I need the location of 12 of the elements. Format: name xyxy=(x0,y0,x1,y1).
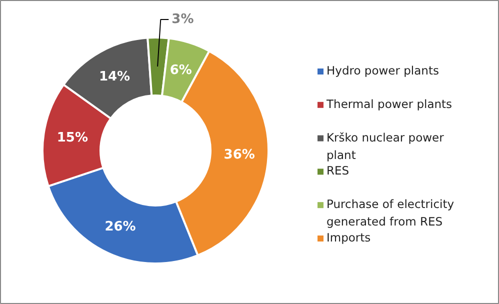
legend-label: Imports xyxy=(326,230,371,244)
legend-label: Purchase of electricity generated from RES xyxy=(326,197,454,229)
data-label: 14% xyxy=(98,70,130,85)
data-label: 6% xyxy=(170,62,192,78)
data-label: 15% xyxy=(56,130,88,146)
data-label: 36% xyxy=(224,148,255,163)
legend-label: RES xyxy=(326,164,350,178)
legend-label: Krško nuclear power plant xyxy=(326,130,444,162)
legend-label: Hydro power plants xyxy=(326,64,439,78)
legend-label: Thermal power plants xyxy=(326,96,452,111)
data-label: 26% xyxy=(104,219,136,234)
data-label: 3% xyxy=(172,12,194,27)
